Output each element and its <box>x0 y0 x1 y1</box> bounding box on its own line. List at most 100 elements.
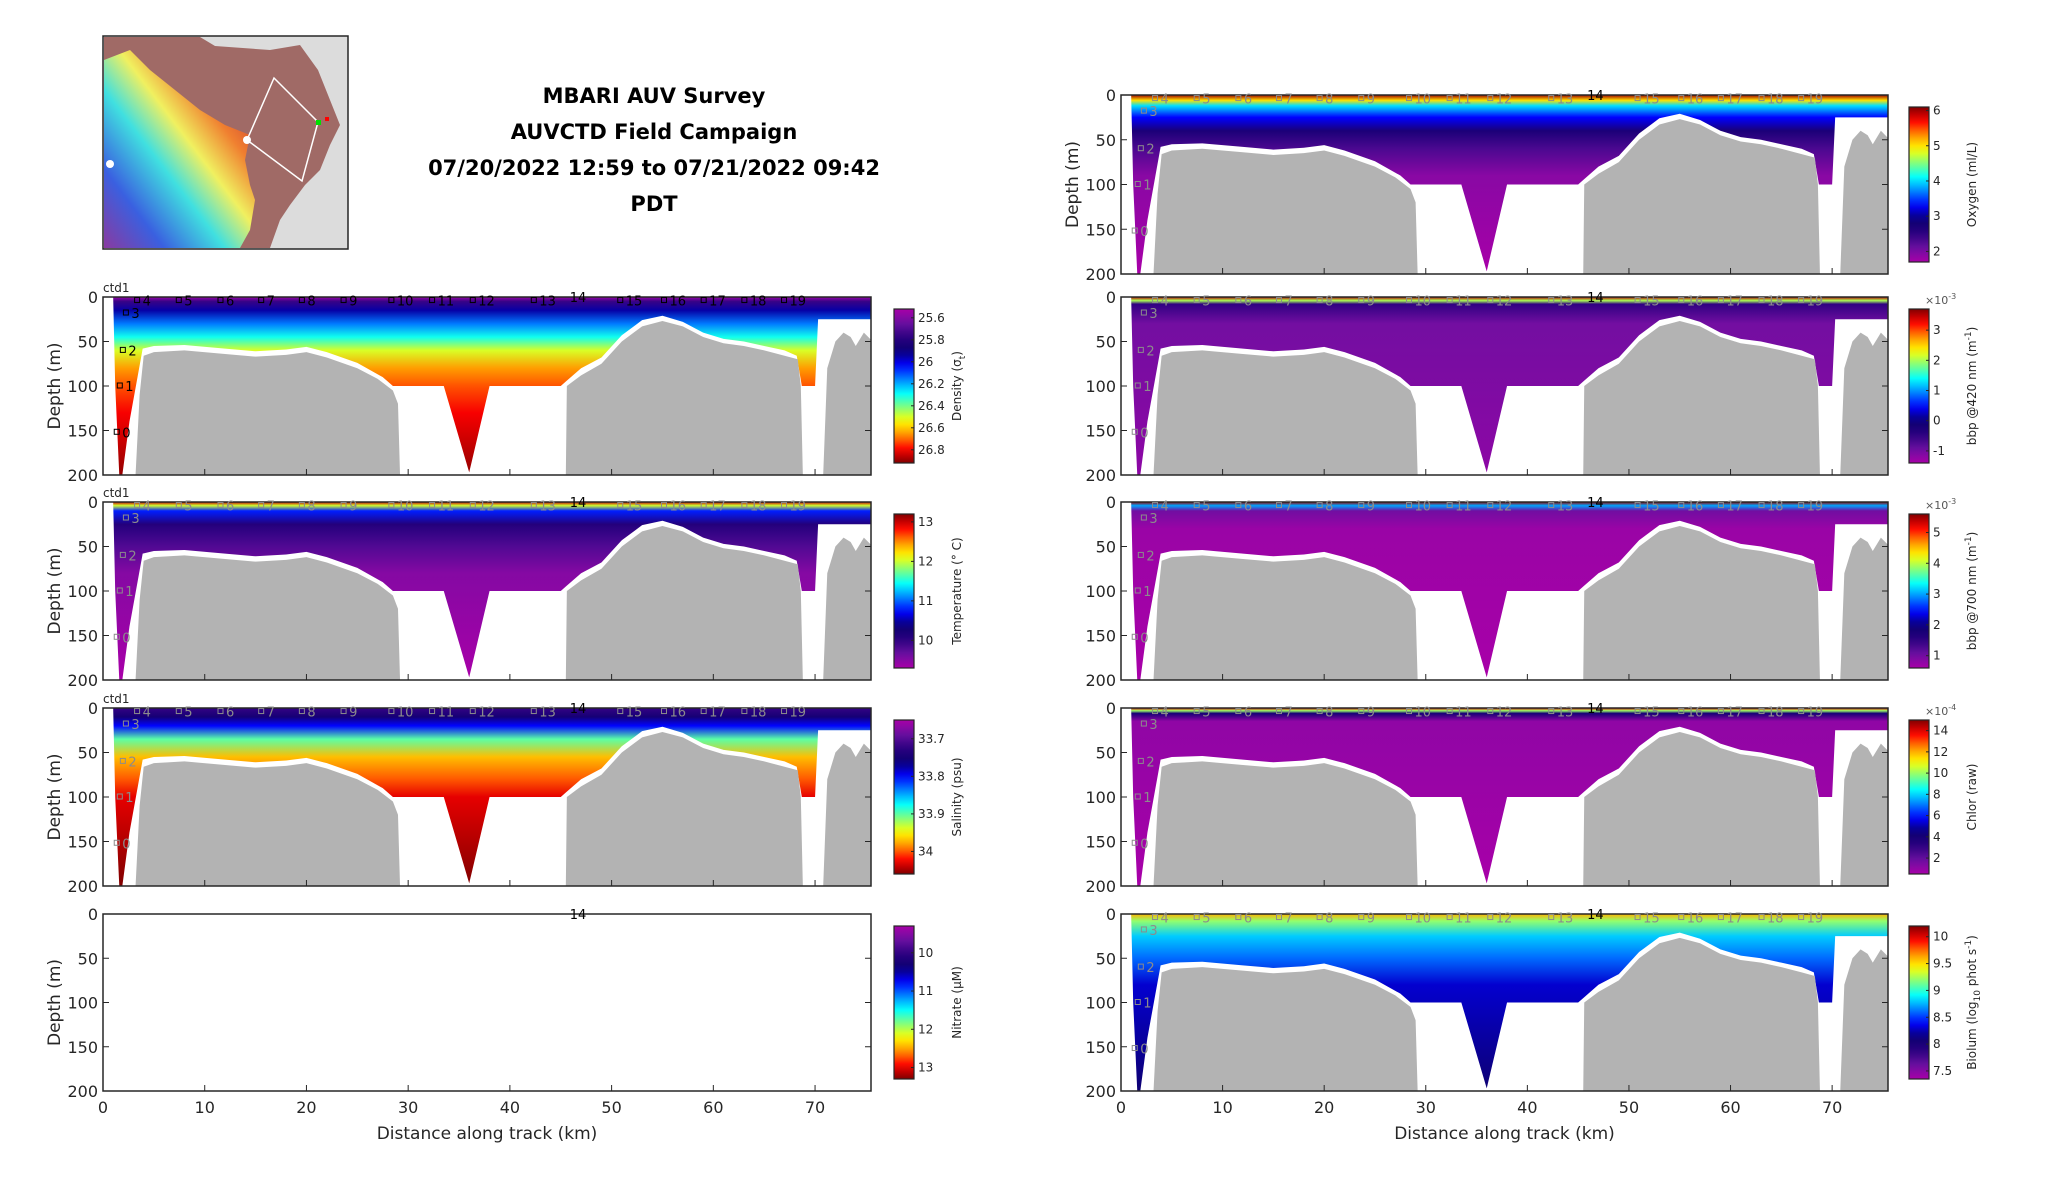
station-label: 18 <box>1767 912 1784 927</box>
station-marker <box>1152 297 1159 304</box>
station-marker <box>617 297 624 304</box>
colorbar-nitrate <box>893 925 915 1080</box>
station-label: 11 <box>438 295 455 310</box>
station-marker <box>217 502 224 509</box>
station-label: 15 <box>1643 706 1660 721</box>
station-label: 9 <box>349 706 357 721</box>
station-marker <box>1406 95 1413 102</box>
y-tick-label: 100 <box>1085 788 1116 807</box>
colorbar-label-part: Oxygen (ml/L) <box>1965 142 1979 227</box>
colorbar-tick-label: 11 <box>918 594 933 608</box>
colorbar-tick-label: 8 <box>1933 1037 1941 1051</box>
seafloor-bathymetry <box>823 332 871 475</box>
station-label: 3 <box>131 307 139 322</box>
y-tick-label: 0 <box>88 288 98 307</box>
station-label: 19 <box>790 500 807 515</box>
station-marker <box>1235 297 1242 304</box>
seafloor-bathymetry <box>1153 148 1418 274</box>
station-label: 3 <box>1149 718 1157 733</box>
y-tick-label: 200 <box>1085 466 1116 485</box>
station-label: 17 <box>1726 93 1743 108</box>
station-marker <box>1193 914 1200 921</box>
station-marker <box>1548 95 1555 102</box>
station-label: 19 <box>1807 295 1824 310</box>
station-marker <box>388 502 395 509</box>
station-label: 7 <box>1284 706 1292 721</box>
station-label: 12 <box>478 295 495 310</box>
multiplier-base: ×10 <box>1925 294 1948 307</box>
y-tick-label: 200 <box>67 877 98 896</box>
y-tick-label: 100 <box>1085 377 1116 396</box>
y-tick-label: 0 <box>1106 86 1116 105</box>
station-marker <box>1358 914 1365 921</box>
station-label: 19 <box>1807 912 1824 927</box>
station-marker <box>1140 514 1147 521</box>
station-marker <box>1134 999 1141 1005</box>
station-label: 3 <box>1149 924 1157 939</box>
station-marker <box>1798 914 1805 921</box>
y-tick-label: 200 <box>1085 265 1116 284</box>
data-field-temperature <box>113 502 872 680</box>
station-marker <box>340 502 347 509</box>
y-tick-label: 100 <box>67 788 98 807</box>
station-marker <box>217 297 224 304</box>
y-tick-label: 50 <box>78 949 98 968</box>
station-marker <box>1193 502 1200 509</box>
station-label: 17 <box>1726 295 1743 310</box>
colorbar-density <box>893 308 915 464</box>
station-marker <box>1758 708 1765 715</box>
x-tick-label: 40 <box>1517 1098 1537 1117</box>
station-marker <box>469 297 476 304</box>
station-label: 5 <box>184 295 192 310</box>
station-marker <box>1316 95 1323 102</box>
station-marker <box>617 708 624 715</box>
station-label: 9 <box>1367 706 1375 721</box>
station-marker <box>175 297 182 304</box>
station-marker <box>1406 297 1413 304</box>
colorbar-label: bbp @420 nm (m-1) <box>1964 327 1979 446</box>
colorbar-tick-label: 3 <box>1933 323 1941 337</box>
station-marker <box>1275 914 1282 921</box>
colorbar-tick-label: 12 <box>918 1022 933 1036</box>
station-marker <box>1134 382 1141 389</box>
station-marker <box>1152 502 1159 509</box>
station-label: 1 <box>1143 585 1151 600</box>
station-label: 15 <box>1643 912 1660 927</box>
station-label: 10 <box>1415 500 1432 515</box>
data-field-chlor <box>1131 708 1888 886</box>
colorbar-bbp420 <box>1908 308 1930 464</box>
station-label: 7 <box>1284 912 1292 927</box>
station-marker <box>661 297 668 304</box>
x-tick-label: 30 <box>398 1098 418 1117</box>
station-label: 1 <box>125 380 133 395</box>
station-label: 1 <box>125 585 133 600</box>
station-label: 6 <box>1244 912 1252 927</box>
station-marker <box>1235 708 1242 715</box>
station-label: 13 <box>539 706 556 721</box>
station-label: 3 <box>1149 105 1157 120</box>
y-tick-label: 200 <box>67 671 98 690</box>
station-label: 0 <box>1140 225 1148 240</box>
station-label: 8 <box>307 500 315 515</box>
colorbar-tick-label: 3 <box>1933 587 1941 601</box>
station-label-top: 14 <box>1587 89 1604 104</box>
station-label: 0 <box>1140 837 1148 852</box>
colorbar-tick-label: 0 <box>1933 414 1941 428</box>
station-marker <box>1678 95 1685 102</box>
seafloor-bathymetry <box>1583 119 1820 274</box>
station-marker <box>1193 708 1200 715</box>
station-label: 10 <box>397 295 414 310</box>
station-marker <box>429 708 436 715</box>
station-label: 3 <box>131 512 139 527</box>
station-label: 13 <box>1557 706 1574 721</box>
station-marker <box>1548 502 1555 509</box>
colorbar-tick-label: 4 <box>1933 830 1941 844</box>
station-label: 13 <box>539 500 556 515</box>
colorbar-label-part: phot s <box>1965 949 1979 990</box>
station-label: 9 <box>349 500 357 515</box>
station-label: 4 <box>1161 500 1169 515</box>
y-tick-label: 150 <box>1085 1038 1116 1057</box>
colorbar-salinity <box>893 719 915 875</box>
station-marker <box>1131 428 1138 435</box>
